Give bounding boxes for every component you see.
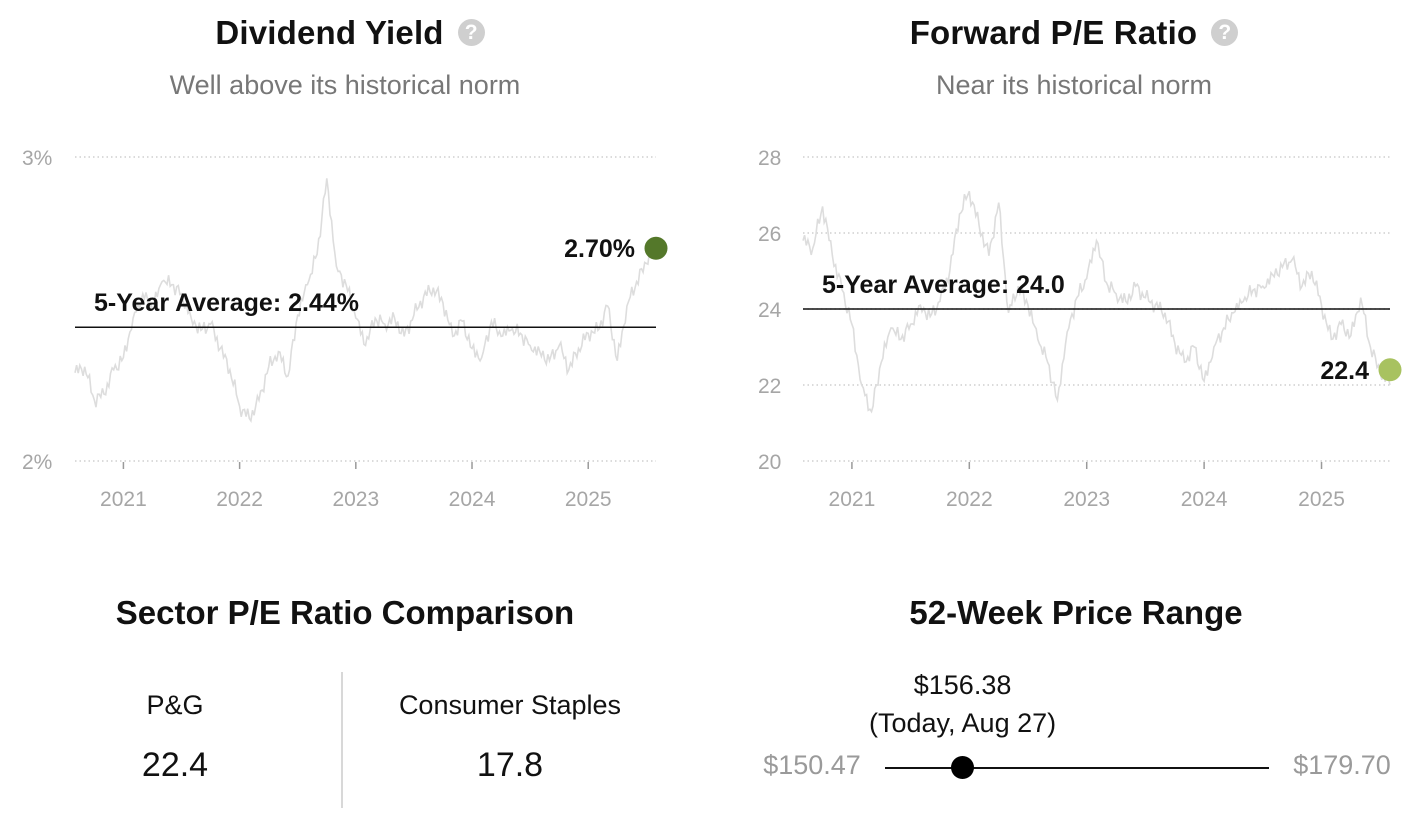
y-tick-label: 3% bbox=[22, 147, 52, 170]
sector-left-label: P&G bbox=[146, 690, 204, 720]
average-label: 5-Year Average: 24.0 bbox=[822, 271, 1065, 299]
y-tick-label: 2% bbox=[22, 451, 52, 474]
x-tick-label: 2024 bbox=[1181, 488, 1228, 511]
x-tick-label: 2021 bbox=[100, 488, 147, 511]
sector-right-label: Consumer Staples bbox=[398, 690, 622, 720]
question-circle-icon[interactable]: ? bbox=[1211, 19, 1239, 46]
series-line bbox=[802, 190, 1391, 414]
current-date-label: (Today, Aug 27) bbox=[869, 708, 1057, 738]
y-tick-label: 20 bbox=[758, 451, 781, 474]
dividend-yield-subtitle: Well above its historical norm bbox=[169, 70, 521, 100]
question-circle-icon[interactable]: ? bbox=[457, 19, 485, 46]
y-tick-label: 24 bbox=[758, 299, 782, 322]
x-tick-label: 2023 bbox=[1063, 488, 1110, 511]
forward-pe-title: Forward P/E Ratio bbox=[909, 14, 1198, 51]
x-tick-label: 2022 bbox=[216, 488, 263, 511]
forward-pe-chart: 28 26 24 22 20 2021 2022 2023 2024 2025 5-Year Ave… bbox=[758, 147, 1402, 511]
dividend-yield-chart: 3% 2% 2021 2022 2023 2024 2025 5-Year Average: … bbox=[22, 147, 668, 511]
y-tick-label: 28 bbox=[758, 147, 781, 170]
range-high-label: $179.70 bbox=[1293, 750, 1391, 780]
price-range-title: 52-Week Price Range bbox=[909, 594, 1243, 631]
x-tick-label: 2022 bbox=[946, 488, 993, 511]
x-tick-label: 2024 bbox=[449, 488, 496, 511]
series-line bbox=[74, 178, 657, 423]
y-tick-label: 22 bbox=[758, 375, 781, 398]
forward-pe-subtitle: Near its historical norm bbox=[935, 70, 1213, 100]
forward-pe-panel: Forward P/E Ratio? Near its historical n… bbox=[730, 0, 1418, 540]
dividend-yield-title: Dividend Yield bbox=[215, 14, 444, 51]
sector-divider bbox=[341, 672, 343, 808]
current-value-label: 2.70% bbox=[564, 235, 635, 263]
x-tick-label: 2021 bbox=[829, 488, 876, 511]
sector-pe-title: Sector P/E Ratio Comparison bbox=[115, 594, 575, 631]
y-tick-label: 26 bbox=[758, 223, 781, 246]
range-current-marker bbox=[951, 756, 975, 779]
dividend-yield-panel: Dividend Yield? Well above its historica… bbox=[0, 0, 690, 540]
x-tick-label: 2023 bbox=[332, 488, 379, 511]
current-value-label: 22.4 bbox=[1320, 357, 1369, 385]
sector-left-value: 22.4 bbox=[141, 746, 209, 784]
dividend-yield-header: Dividend Yield? bbox=[10, 14, 690, 52]
forward-pe-header: Forward P/E Ratio? bbox=[730, 14, 1418, 52]
sector-right-value: 17.8 bbox=[476, 746, 544, 784]
current-price-label: $156.38 bbox=[913, 670, 1012, 700]
average-label: 5-Year Average: 2.44% bbox=[94, 289, 359, 317]
x-tick-label: 2025 bbox=[565, 488, 612, 511]
current-value-marker bbox=[644, 236, 668, 260]
current-value-marker bbox=[1378, 358, 1402, 382]
range-low-label: $150.47 bbox=[763, 750, 861, 780]
range-track bbox=[885, 767, 1269, 769]
x-tick-label: 2025 bbox=[1298, 488, 1345, 511]
